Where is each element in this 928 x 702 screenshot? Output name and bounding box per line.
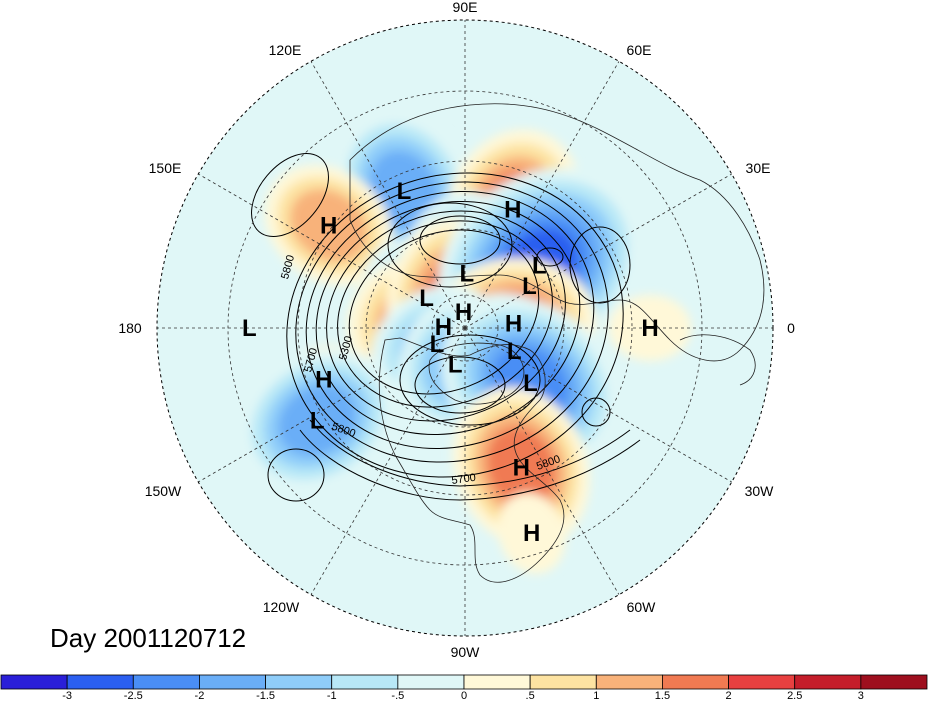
low-pressure-marker: L xyxy=(523,370,538,397)
contour-line xyxy=(387,202,513,288)
colorbar-swatch xyxy=(794,674,862,690)
contour-line xyxy=(267,448,325,502)
high-pressure-marker: H xyxy=(504,197,521,224)
colorbar-swatch xyxy=(529,674,597,690)
lon-label-30e: 30E xyxy=(746,160,771,176)
high-pressure-marker: H xyxy=(455,299,472,326)
colorbar-swatch xyxy=(132,674,200,690)
contour-line xyxy=(326,210,566,422)
low-pressure-marker: L xyxy=(460,261,475,288)
anomaly-blob xyxy=(497,492,566,574)
colorbar-tick-label: 3 xyxy=(858,690,864,702)
low-pressure-marker: L xyxy=(242,315,257,342)
colorbar-swatch xyxy=(0,674,68,690)
colorbar-tick-label: -2 xyxy=(195,690,205,702)
lon-label-150w: 150W xyxy=(145,483,182,499)
longitude-labels: 90E 60E 30E 0 30W 60W 90W 120W 150W 180 … xyxy=(118,0,795,660)
coastline-africa xyxy=(679,334,756,386)
lon-label-180: 180 xyxy=(118,320,142,336)
lon-label-90e: 90E xyxy=(453,0,478,15)
coastlines xyxy=(349,103,765,583)
lon-label-150e: 150E xyxy=(149,160,182,176)
colorbar-swatch xyxy=(728,674,796,690)
colorbar-swatch xyxy=(397,674,465,690)
colorbar-tick-label: 2.5 xyxy=(787,690,802,702)
colorbar-tick-label: .5 xyxy=(526,690,535,702)
high-pressure-marker: H xyxy=(315,366,332,393)
colorbar-tick-label: -1.5 xyxy=(256,690,275,702)
contour-line xyxy=(419,215,501,265)
colorbar-swatch xyxy=(860,674,928,690)
lon-label-60e: 60E xyxy=(627,42,652,58)
low-pressure-marker: L xyxy=(397,178,412,205)
contour-line xyxy=(299,429,641,501)
contour-line xyxy=(305,190,595,450)
colorbar-swatch xyxy=(66,674,134,690)
contour-line xyxy=(286,172,624,478)
contour-line xyxy=(569,226,631,304)
colorbar-tick-label: -.5 xyxy=(391,690,404,702)
colorbar-swatch xyxy=(331,674,399,690)
chart-title: Day 2001120712 xyxy=(50,623,246,653)
high-pressure-marker: H xyxy=(513,454,530,481)
colorbar-tick-label: -1 xyxy=(327,690,337,702)
high-pressure-marker: H xyxy=(523,520,540,547)
coastline-north-america xyxy=(378,337,565,583)
latitude-circle xyxy=(297,160,633,496)
coastline-eurasia xyxy=(349,103,765,362)
anomaly-blob xyxy=(486,427,556,508)
height-contours xyxy=(251,152,641,502)
lon-label-120e: 120E xyxy=(269,42,302,58)
low-pressure-marker: L xyxy=(507,338,522,365)
contour-line xyxy=(581,397,611,427)
contour-line xyxy=(309,419,631,487)
colorbar-swatch xyxy=(662,674,729,690)
colorbar-swatch xyxy=(595,674,663,690)
anomaly-field xyxy=(157,20,773,636)
lon-label-0: 0 xyxy=(787,320,795,336)
contour-line xyxy=(251,152,329,238)
graticule xyxy=(157,20,773,636)
low-pressure-marker: L xyxy=(522,273,537,300)
contour-line xyxy=(399,334,541,426)
high-pressure-marker: H xyxy=(320,212,337,239)
contour-line xyxy=(295,181,609,463)
lon-label-120w: 120W xyxy=(263,599,300,615)
high-pressure-marker: H xyxy=(505,311,522,338)
high-pressure-marker: H xyxy=(641,315,658,342)
colorbar-tick-label: 1.5 xyxy=(655,690,670,702)
colorbar: -3 -2.5 -2 -1.5 -1 -.5 0 .5 1 1.5 2 2.5 3 xyxy=(0,674,928,702)
anomaly-blob xyxy=(290,189,368,262)
high-pressure-marker: H xyxy=(435,314,452,341)
colorbar-tick-label: -2.5 xyxy=(124,690,143,702)
contour-label: 5700 xyxy=(451,472,477,487)
contour-line xyxy=(337,220,553,408)
contour-line xyxy=(348,229,540,395)
contour-line xyxy=(414,356,506,414)
lon-label-30w: 30W xyxy=(745,483,775,499)
coastline-greenland xyxy=(428,342,525,405)
contour-line xyxy=(315,200,581,436)
low-pressure-marker: L xyxy=(419,285,434,312)
low-pressure-marker: L xyxy=(448,352,463,379)
lon-label-60w: 60W xyxy=(627,599,657,615)
map-disc-border xyxy=(156,19,774,637)
colorbar-swatch xyxy=(199,674,266,690)
colorbar-swatch xyxy=(463,674,531,690)
colorbar-swatch xyxy=(265,674,333,690)
low-pressure-marker: L xyxy=(532,253,547,280)
colorbar-tick-label: 2 xyxy=(726,690,732,702)
low-pressure-marker: L xyxy=(430,331,445,358)
lon-label-90w: 90W xyxy=(451,644,481,660)
low-pressure-marker: L xyxy=(310,407,325,434)
colorbar-tick-label: 0 xyxy=(461,690,467,702)
colorbar-tick-label: 1 xyxy=(593,690,599,702)
anomaly-blob xyxy=(608,295,692,361)
colorbar-tick-label: -3 xyxy=(62,690,72,702)
contour-line xyxy=(536,247,564,267)
